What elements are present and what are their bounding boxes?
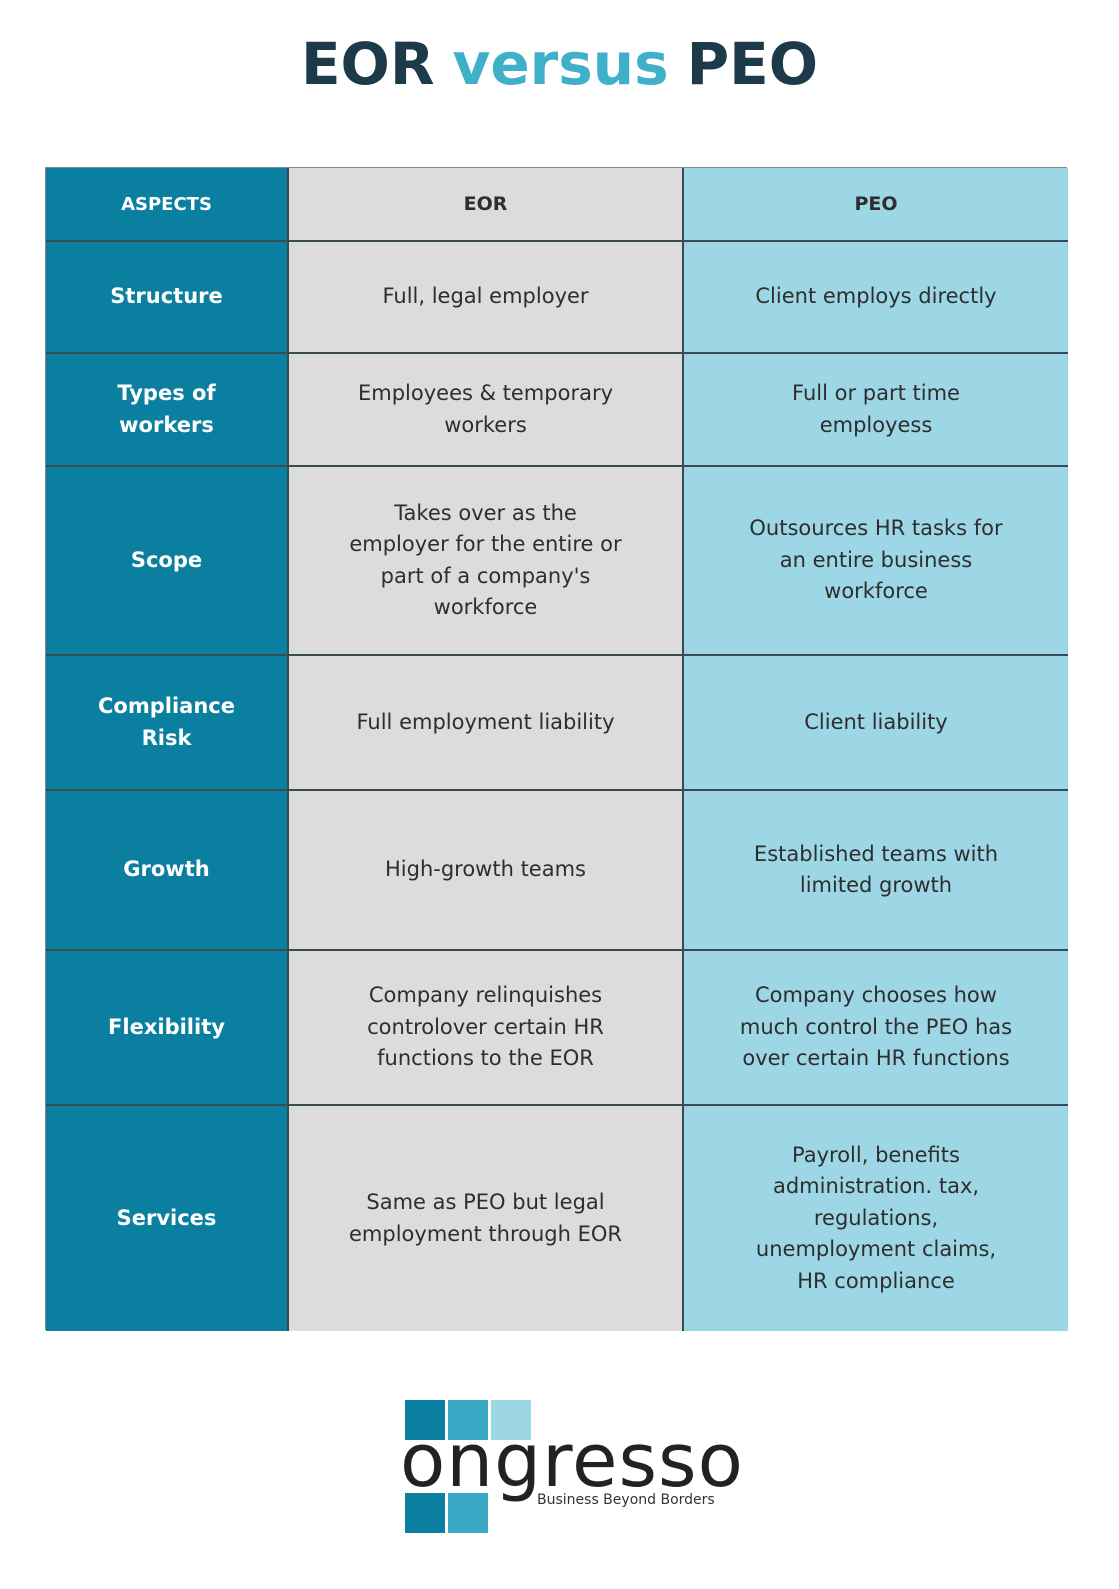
cell-text: High-growth teams <box>384 857 586 882</box>
table-cell: Full or part time employess <box>684 354 1068 467</box>
cell-text: Scope <box>130 547 203 572</box>
aspect-cell: Types of workers <box>46 354 289 467</box>
table-cell: Outsources HR tasks for an entire busine… <box>684 467 1068 656</box>
cell-text: Compliance Risk <box>98 694 235 750</box>
table-cell: Same as PEO but legal employment through… <box>289 1106 684 1331</box>
cell-text: Flexibility <box>108 1014 225 1039</box>
cell-text: Takes over as the employer for the entir… <box>349 500 622 620</box>
table-cell: Payroll, benefits administration. tax, r… <box>684 1106 1068 1331</box>
cell-text: Types of workers <box>117 381 216 437</box>
cell-text: Client liability <box>804 709 948 734</box>
aspect-cell: Flexibility <box>46 951 289 1106</box>
logo-name: ongresso <box>400 1418 744 1504</box>
header-cell: EOR <box>289 168 684 242</box>
aspect-cell: Scope <box>46 467 289 656</box>
aspect-cell: Growth <box>46 791 289 951</box>
title-part: versus <box>452 30 669 98</box>
cell-text: Full, legal employer <box>382 284 589 309</box>
table-cell: Company relinquishes controlover certain… <box>289 951 684 1106</box>
title-part: PEO <box>686 30 819 98</box>
logo-square <box>448 1400 488 1440</box>
table-cell: Takes over as the employer for the entir… <box>289 467 684 656</box>
cell-text: Structure <box>110 284 223 309</box>
table-cell: Client liability <box>684 656 1068 791</box>
aspect-cell: Structure <box>46 242 289 354</box>
cell-text: Company chooses how much control the PEO… <box>739 983 1013 1071</box>
header-cell: ASPECTS <box>46 168 289 242</box>
cell-text: ASPECTS <box>121 193 212 215</box>
table-cell: Client employs directly <box>684 242 1068 354</box>
logo-square <box>405 1400 445 1440</box>
cell-text: Full employment liability <box>356 709 615 734</box>
title-part: EOR <box>300 30 435 98</box>
aspect-cell: Compliance Risk <box>46 656 289 791</box>
cell-text: Payroll, benefits administration. tax, r… <box>755 1142 997 1293</box>
table-cell: Full, legal employer <box>289 242 684 354</box>
comparison-table: ASPECTS EOR PEO Structure Full, legal employ… <box>45 167 1068 1331</box>
cell-text: PEO <box>854 192 898 215</box>
table-cell: Established teams with limited growth <box>684 791 1068 951</box>
cell-text: Outsources HR tasks for an entire busine… <box>749 516 1003 604</box>
logo-square <box>405 1493 445 1533</box>
cell-text: Same as PEO but legal employment through… <box>349 1190 622 1246</box>
cell-text: Client employs directly <box>755 284 997 309</box>
table-cell: Employees & temporary workers <box>289 354 684 467</box>
table-cell: Company chooses how much control the PEO… <box>684 951 1068 1106</box>
table-cell: Full employment liability <box>289 656 684 791</box>
cell-text: Established teams with limited growth <box>753 841 999 898</box>
cell-text: EOR <box>463 192 508 215</box>
title: EOR versus PEO <box>0 30 1119 98</box>
cell-text: Company relinquishes controlover certain… <box>367 983 604 1071</box>
logo-square <box>448 1493 488 1533</box>
cell-text: Employees & temporary workers <box>357 381 614 437</box>
cell-text: Growth <box>123 857 210 882</box>
table-cell: High-growth teams <box>289 791 684 951</box>
logo-square <box>491 1400 531 1440</box>
cell-text: Services <box>116 1205 217 1230</box>
header-cell: PEO <box>684 168 1068 242</box>
aspect-cell: Services <box>46 1106 289 1331</box>
cell-text: Full or part time employess <box>792 381 960 437</box>
logo-tagline: Business Beyond Borders <box>537 1492 715 1508</box>
